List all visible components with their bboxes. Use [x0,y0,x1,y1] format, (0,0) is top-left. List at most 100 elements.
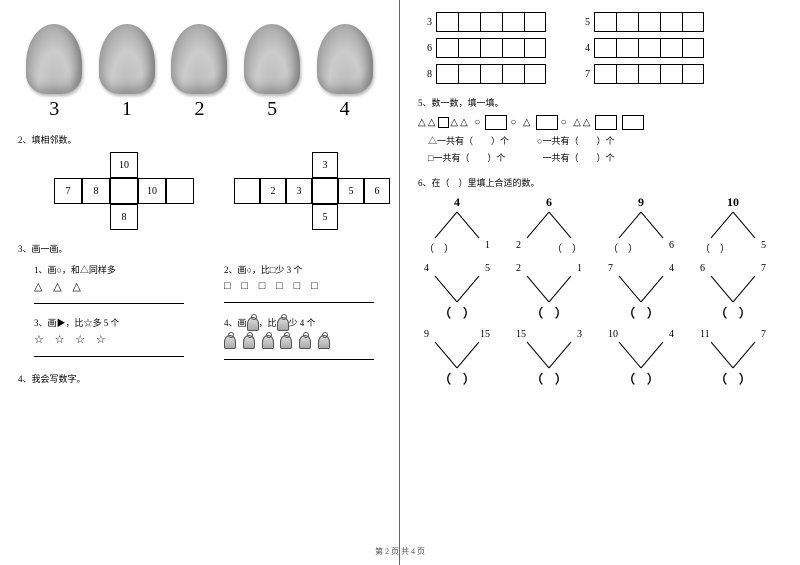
bell-icon [318,335,330,349]
practice-cell [660,12,682,32]
number-practice: 356487 [418,12,782,84]
number-bond: 62（ ） [516,195,582,255]
number-bond: 104（ ） [608,329,674,387]
hand-num: 5 [267,98,277,121]
bonds-row: 4（ ）162（ ）9（ ）610（ ）5 [424,195,782,255]
practice-row: 35 [418,12,782,32]
practice-row: 87 [418,64,782,84]
bond-left: 2 [516,263,521,274]
practice-cell [594,38,616,58]
practice-cell [638,64,660,84]
bell-icon [299,335,311,349]
q3-title: 3、画一画。 [18,242,381,255]
practice-cell [436,64,458,84]
q3-3-text: 3、画▶，比☆多 5 个 [34,316,184,329]
q3-4: 4、画，比少 4 个 [224,314,374,360]
bell-icon [277,317,289,331]
cross-cell [110,178,138,204]
q3-2-text: 2、画○，比□少 3 个 [224,263,374,276]
left-column: 3 1 2 5 4 2、填相邻数。 10 7810 8 3 2356 5 [0,0,400,565]
cross-cell: 3 [286,178,312,204]
fill-box [622,115,644,130]
practice-boxes [436,12,546,32]
bond-left: 10 [608,329,618,340]
q3-2: 2、画○，比□少 3 个 □ □ □ □ □ □ [224,261,374,304]
practice-cell [502,64,524,84]
q2-section: 2、填相邻数。 10 7810 8 3 2356 5 [18,133,381,230]
practice-cell [660,64,682,84]
practice-cell [616,64,638,84]
cross-cell: 2 [260,178,286,204]
bond-bottom: （ ） [439,304,475,321]
hand-image [244,24,300,94]
q3-3-shapes: ☆ ☆ ☆ ☆ [34,333,184,346]
cross-cell: 5 [312,204,338,230]
bond-right: 3 [577,329,582,340]
q3-2-shapes: □ □ □ □ □ □ [224,280,374,292]
bond-bottom: （ ） [439,370,475,387]
practice-number: 7 [576,69,590,80]
number-bond: 10 （ ） 5 [700,195,766,255]
bond-right: 5 [761,240,766,255]
practice-cell [616,38,638,58]
cross-cell: 7 [54,178,82,204]
worksheet-page: 3 1 2 5 4 2、填相邻数。 10 7810 8 3 2356 5 [0,0,800,565]
bond-right: 15 [480,329,490,340]
answer-line [224,359,374,360]
apple-icon [247,317,259,331]
bond-bottom: （ ） [715,304,751,321]
bond-left: 4 [424,263,429,274]
practice-boxes [594,64,704,84]
practice-cell [524,12,546,32]
bell-icon [280,335,292,349]
number-bond: 4（ ）1 [424,195,490,255]
hand-num: 3 [49,98,59,121]
bond-left: （ ） [700,240,730,255]
practice-cell [458,38,480,58]
hand-image [171,24,227,94]
q5-total: △一共有（ ）个 [428,134,509,147]
bond-top: 4 [454,195,460,210]
number-bond: 153（ ） [516,329,582,387]
bond-bottom: （ ） [623,370,659,387]
hand-image [317,24,373,94]
answer-line [34,303,184,304]
q5-totals: □一共有（ ）个 一共有（ ）个 [428,151,782,164]
hand-num: 4 [340,98,350,121]
hand-answer-numbers: 3 1 2 5 4 [18,98,381,121]
practice-cell [502,12,524,32]
q4-title: 4、我会写数字。 [18,372,381,385]
bond-right: 7 [761,329,766,340]
practice-cell [502,38,524,58]
bond-top: 10 [727,195,739,210]
cross-puzzles: 10 7810 8 3 2356 5 [54,152,381,230]
bond-right: 5 [485,263,490,274]
q5-title: 5、数一数，填一填。 [418,96,782,109]
practice-cell [594,64,616,84]
bond-bottom: （ ） [715,370,751,387]
practice-boxes [594,38,704,58]
q5-total: □一共有（ ）个 [428,151,505,164]
bell-icon [243,335,255,349]
cross-puzzle-1: 10 7810 8 [54,152,194,230]
q6-title: 6、在（ ）里填上合适的数。 [418,176,782,189]
practice-cell [638,12,660,32]
bond-left: 15 [516,329,526,340]
bond-right: 1 [485,240,490,255]
number-bond: 915（ ） [424,329,490,387]
practice-number: 4 [576,43,590,54]
cross-cell [312,178,338,204]
fill-box [595,115,617,130]
hands-row [18,18,381,94]
practice-cell [638,38,660,58]
bell-icon [262,335,274,349]
q3-4-text: 4、画，比少 4 个 [224,316,374,331]
q4-section: 4、我会写数字。 [18,372,381,385]
practice-cell [480,12,502,32]
q5-total: ○一共有（ ）个 [537,134,614,147]
cross-cell: 8 [110,204,138,230]
square-icon [438,117,449,128]
number-bond: 117（ ） [700,329,766,387]
hand-image [26,24,82,94]
number-bond: 74（ ） [608,263,674,321]
